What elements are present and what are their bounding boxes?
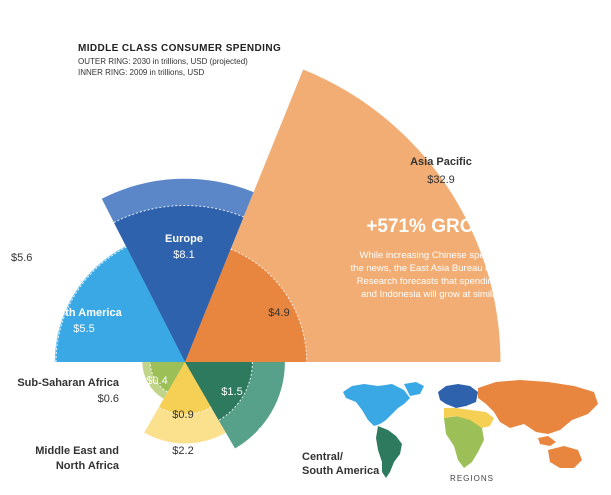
europe-name-label: Europe [165, 233, 203, 245]
map-asia [478, 380, 598, 434]
dash-rings-layer [55, 204, 308, 421]
csa-name-label-line1: Central/ [302, 451, 343, 463]
callout-line-4: and Indonesia will grow at similar rates… [361, 289, 527, 300]
mena-2009-wedge [158, 362, 212, 415]
na-2030-label: $5.6 [11, 252, 32, 264]
map-south-america [376, 426, 402, 478]
europe-2009-wedge [113, 205, 244, 362]
map-southeast-asia [538, 436, 556, 446]
callout-line-1: While increasing Chinese spending tops [360, 250, 529, 261]
map-greenland [404, 382, 424, 396]
callout-line-2: the news, the East Asia Bureau of Econom… [351, 263, 538, 274]
asia-2009-wedge [185, 249, 307, 362]
mena-name-label-line2: North Africa [56, 460, 120, 472]
mena-name-label-line1: Middle East and [35, 445, 119, 457]
wedges-layer [54, 69, 501, 449]
csa-2009-wedge [185, 362, 253, 421]
asia-2030-label: $32.9 [427, 174, 455, 186]
asia-2009-dash-arc [230, 248, 308, 363]
ssa-2030-label: $0.6 [98, 393, 119, 405]
na-2009-dash-arc [55, 246, 127, 363]
mena-2030-label: $2.2 [172, 445, 193, 457]
growth-headline: +571% GROWTH [366, 216, 518, 237]
chart-subtitle-inner: INNER RING: 2009 in trillions, USD [78, 68, 204, 77]
callout-line-3: Research forecasts that spending in Indi… [357, 276, 533, 287]
europe-2009-label: $8.1 [173, 249, 194, 261]
europe-2030-label: $11.1 [173, 136, 200, 148]
map-africa [444, 416, 484, 468]
ssa-2009-label: $0.4 [146, 375, 167, 387]
na-2009-label: $5.5 [73, 323, 94, 335]
csa-2030-label: $3.3 [258, 426, 279, 438]
regions-world-map: REGIONS [343, 380, 598, 483]
ssa-name-label: Sub-Saharan Africa [17, 377, 120, 389]
map-australia [548, 446, 582, 468]
map-europe [438, 384, 478, 408]
map-label-regions: REGIONS [450, 474, 494, 483]
na-name-label: North America [46, 307, 122, 319]
map-middle-east [444, 408, 494, 428]
mena-2009-label: $0.9 [172, 409, 193, 421]
asia-name-label: Asia Pacific [410, 156, 472, 168]
map-north-america [343, 384, 410, 426]
na-2009-wedge [56, 247, 185, 362]
chart-title: MIDDLE CLASS CONSUMER SPENDING [78, 43, 281, 54]
mena-2009-dash-arc [158, 406, 212, 415]
ssa-2009-dash-arc [149, 361, 168, 393]
chart-subtitle-outer: OUTER RING: 2030 in trillions, USD (proj… [78, 57, 248, 66]
asia-2009-label: $4.9 [268, 307, 289, 319]
csa-name-label-line2: South America [302, 465, 380, 477]
ssa-2009-wedge [150, 362, 185, 393]
csa-2009-label: $1.5 [221, 386, 242, 398]
